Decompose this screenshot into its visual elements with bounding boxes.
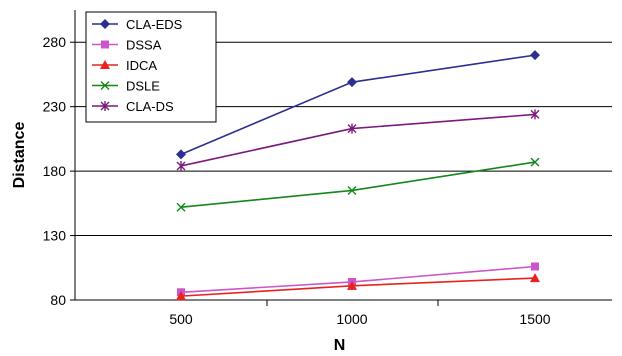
x-tick-label: 1500 xyxy=(519,311,550,327)
legend-item: DSSA xyxy=(92,38,162,53)
data-point xyxy=(530,157,540,167)
series-line xyxy=(180,54,536,156)
data-point xyxy=(347,280,357,290)
series-group xyxy=(176,50,540,301)
series-dsle xyxy=(176,157,540,212)
legend-marker xyxy=(100,81,110,90)
series-dssa xyxy=(177,262,539,297)
series-line xyxy=(180,265,536,294)
legend-item: DSLE xyxy=(92,79,160,94)
legend-item: CLA-DS xyxy=(92,99,174,114)
legend-marker xyxy=(100,101,110,111)
series-cla-ds xyxy=(176,109,540,171)
axes xyxy=(74,10,612,306)
data-point xyxy=(176,149,186,160)
data-point xyxy=(176,160,186,171)
legend-label: CLA-EDS xyxy=(126,17,183,32)
data-point xyxy=(530,273,540,283)
legend: CLA-EDS DSSA IDCA DSLE CLA-DS xyxy=(85,11,217,123)
series-idca xyxy=(176,273,540,301)
legend-marker xyxy=(101,40,109,49)
x-tick-labels: 500 1000 1500 xyxy=(169,311,550,327)
legend-marker xyxy=(100,19,110,29)
series-line xyxy=(180,113,536,167)
data-point xyxy=(347,123,357,134)
legend-label: IDCA xyxy=(126,58,157,73)
data-point xyxy=(176,291,186,301)
legend-label: DSSA xyxy=(126,38,162,53)
x-axis-title: N xyxy=(334,337,346,354)
data-point xyxy=(530,50,540,61)
x-tick-label: 1000 xyxy=(336,311,367,327)
y-tick-label: 80 xyxy=(50,292,66,308)
data-point xyxy=(347,185,357,195)
legend-label: DSLE xyxy=(126,79,160,94)
y-tick-labels: 80 130 180 230 280 xyxy=(43,34,67,308)
series-line xyxy=(180,161,536,208)
data-point xyxy=(176,202,186,212)
legend-item: IDCA xyxy=(92,58,157,73)
data-point xyxy=(347,77,357,88)
y-tick-label: 180 xyxy=(43,163,67,179)
legend-marker xyxy=(100,60,110,69)
y-tick-label: 130 xyxy=(43,228,67,244)
y-axis-title: Distance xyxy=(11,122,28,189)
legend-label: CLA-DS xyxy=(126,99,174,114)
data-point xyxy=(530,109,540,120)
series-cla-eds xyxy=(176,50,540,160)
legend-item: CLA-EDS xyxy=(92,17,183,32)
data-point xyxy=(531,262,539,271)
y-tick-label: 230 xyxy=(43,99,67,115)
y-tick-label: 280 xyxy=(43,34,67,50)
x-tick-label: 500 xyxy=(169,311,193,327)
